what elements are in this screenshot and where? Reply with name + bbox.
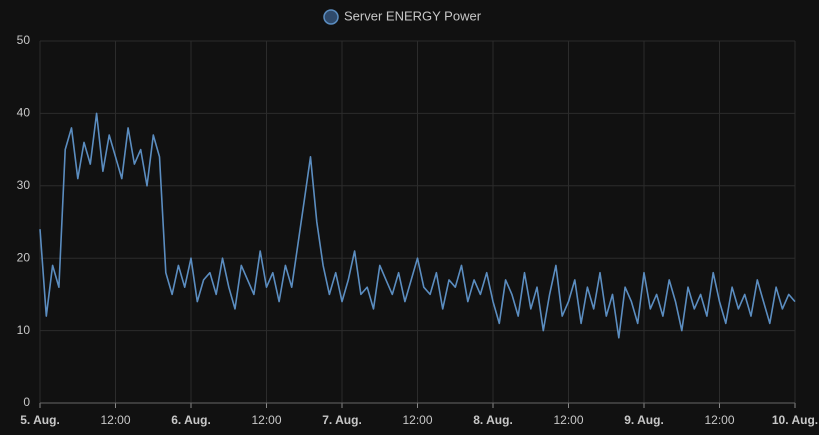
y-tick-label: 50 xyxy=(17,33,31,47)
x-tick-label: 9. Aug. xyxy=(624,413,664,427)
legend-label[interactable]: Server ENERGY Power xyxy=(344,8,482,23)
x-tick-label: 6. Aug. xyxy=(171,413,211,427)
x-tick-label: 12:00 xyxy=(402,413,432,427)
x-tick-label: 12:00 xyxy=(251,413,281,427)
y-tick-label: 20 xyxy=(17,250,31,264)
x-tick-label: 12:00 xyxy=(553,413,583,427)
series-line xyxy=(39,112,796,339)
x-tick-label: 8. Aug. xyxy=(473,413,513,427)
y-tick-label: 40 xyxy=(17,106,31,120)
y-tick-label: 30 xyxy=(17,178,31,192)
x-tick-label: 12:00 xyxy=(704,413,734,427)
x-tick-label: 12:00 xyxy=(100,413,130,427)
y-tick-label: 0 xyxy=(23,395,30,409)
y-tick-label: 10 xyxy=(17,323,31,337)
legend-swatch[interactable] xyxy=(323,9,339,25)
x-tick-label: 10. Aug. xyxy=(772,413,818,427)
x-tick-label: 5. Aug. xyxy=(20,413,60,427)
x-tick-label: 7. Aug. xyxy=(322,413,362,427)
